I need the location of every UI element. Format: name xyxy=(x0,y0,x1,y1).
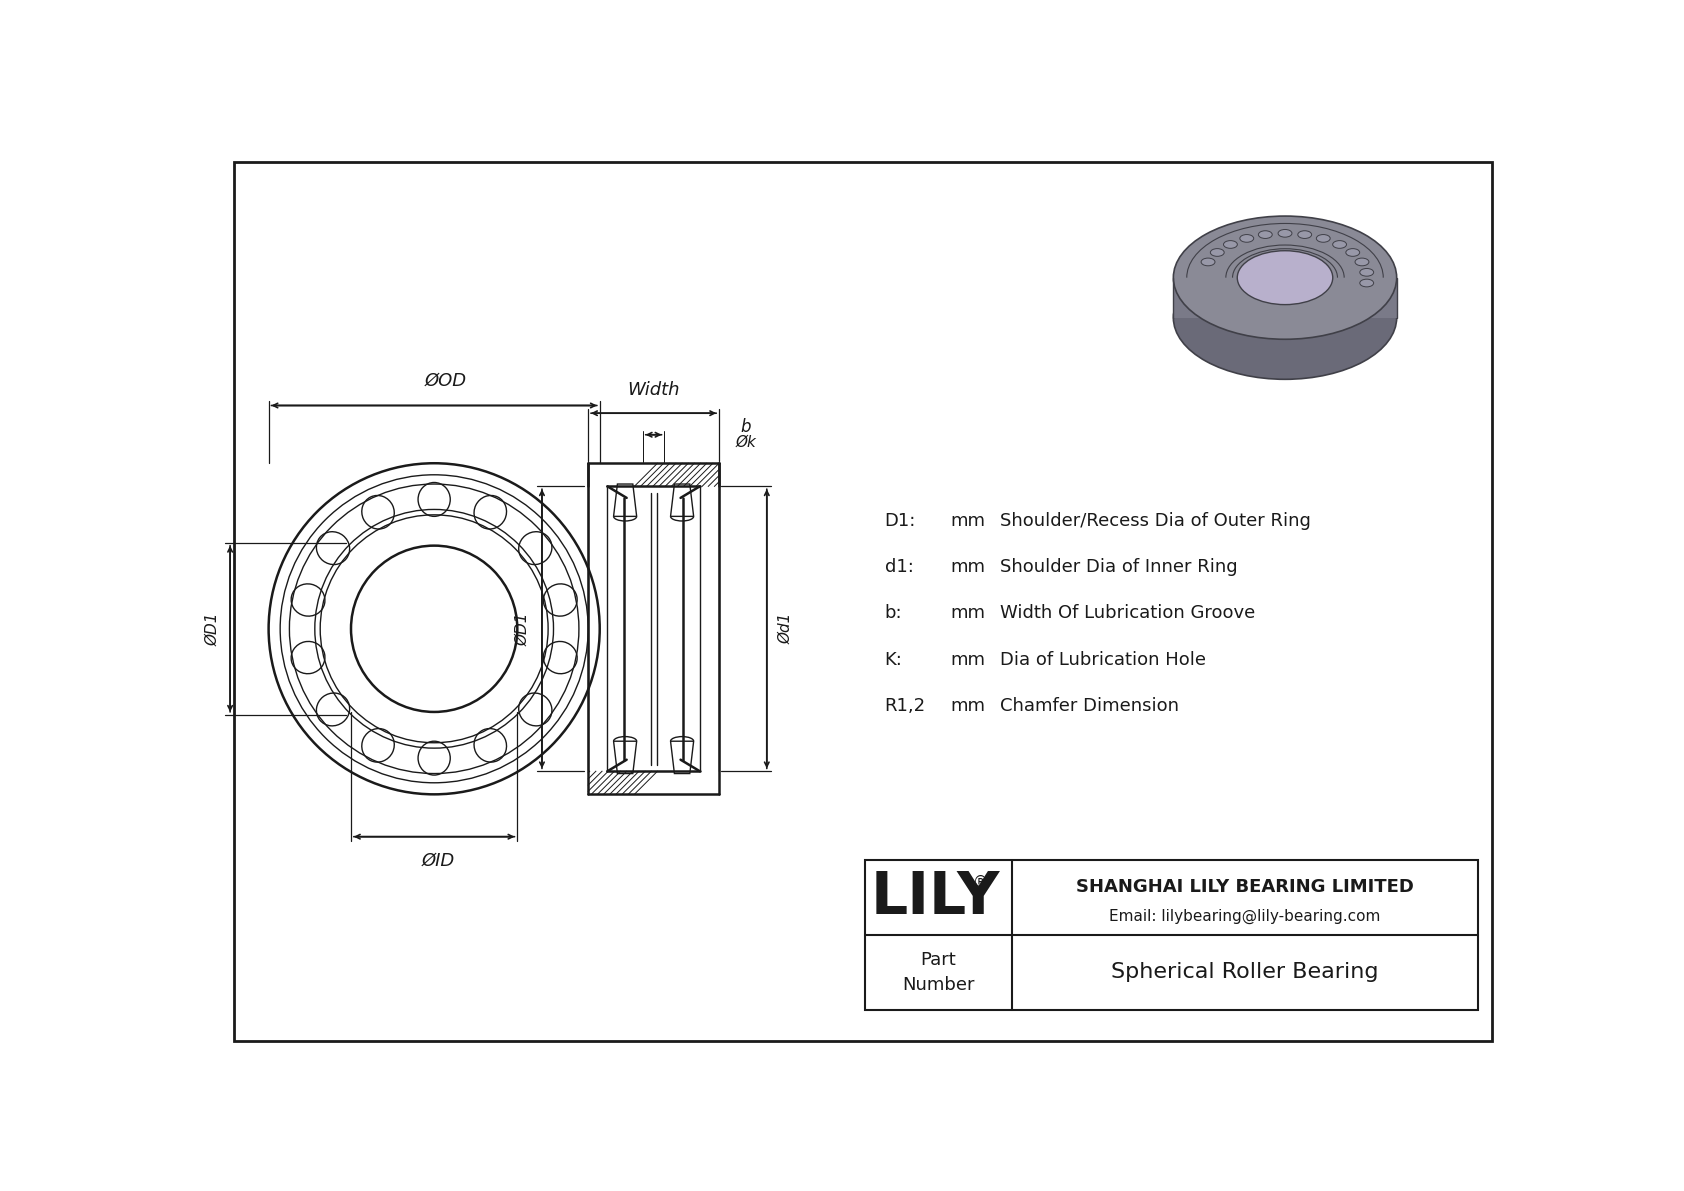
Text: b:: b: xyxy=(884,604,903,623)
Text: Chamfer Dimension: Chamfer Dimension xyxy=(1000,697,1179,715)
Text: Spherical Roller Bearing: Spherical Roller Bearing xyxy=(1111,962,1378,983)
Ellipse shape xyxy=(1174,216,1396,339)
Ellipse shape xyxy=(1174,256,1396,379)
Text: SHANGHAI LILY BEARING LIMITED: SHANGHAI LILY BEARING LIMITED xyxy=(1076,878,1413,896)
Text: Part
Number: Part Number xyxy=(903,950,975,994)
Ellipse shape xyxy=(1346,249,1359,256)
Bar xyxy=(866,860,1477,1010)
Text: ØD1: ØD1 xyxy=(205,612,221,646)
Ellipse shape xyxy=(1359,268,1374,276)
Ellipse shape xyxy=(1298,231,1312,238)
Bar xyxy=(1174,278,1396,318)
Ellipse shape xyxy=(1211,249,1224,256)
Text: Dia of Lubrication Hole: Dia of Lubrication Hole xyxy=(1000,650,1206,668)
Text: Shoulder Dia of Inner Ring: Shoulder Dia of Inner Ring xyxy=(1000,559,1238,576)
Text: mm: mm xyxy=(950,512,985,530)
Text: ®: ® xyxy=(973,874,989,890)
Ellipse shape xyxy=(1238,251,1332,305)
Text: ØID: ØID xyxy=(421,852,455,871)
Ellipse shape xyxy=(1224,241,1238,248)
Text: Width Of Lubrication Groove: Width Of Lubrication Groove xyxy=(1000,604,1255,623)
Text: d1:: d1: xyxy=(884,559,913,576)
Text: ØOD: ØOD xyxy=(424,372,466,391)
Text: K:: K: xyxy=(884,650,903,668)
Text: mm: mm xyxy=(950,650,985,668)
Ellipse shape xyxy=(1332,241,1347,248)
Text: D1:: D1: xyxy=(884,512,916,530)
Ellipse shape xyxy=(1201,258,1214,266)
Text: mm: mm xyxy=(950,604,985,623)
Text: LILY: LILY xyxy=(871,868,1000,925)
Text: Øk: Øk xyxy=(736,435,756,450)
Ellipse shape xyxy=(1278,230,1292,237)
Text: Width: Width xyxy=(628,381,680,399)
Ellipse shape xyxy=(1356,258,1369,266)
Text: mm: mm xyxy=(950,559,985,576)
Text: Shoulder/Recess Dia of Outer Ring: Shoulder/Recess Dia of Outer Ring xyxy=(1000,512,1310,530)
Text: Email: lilybearing@lily-bearing.com: Email: lilybearing@lily-bearing.com xyxy=(1108,909,1381,924)
Ellipse shape xyxy=(1258,231,1271,238)
Text: R1,2: R1,2 xyxy=(884,697,926,715)
Text: ØD1: ØD1 xyxy=(515,612,530,646)
Text: Ød1: Ød1 xyxy=(778,613,793,644)
Ellipse shape xyxy=(1317,235,1330,242)
Text: b: b xyxy=(741,418,751,436)
Ellipse shape xyxy=(1239,235,1253,242)
Ellipse shape xyxy=(1359,279,1374,287)
Text: mm: mm xyxy=(950,697,985,715)
